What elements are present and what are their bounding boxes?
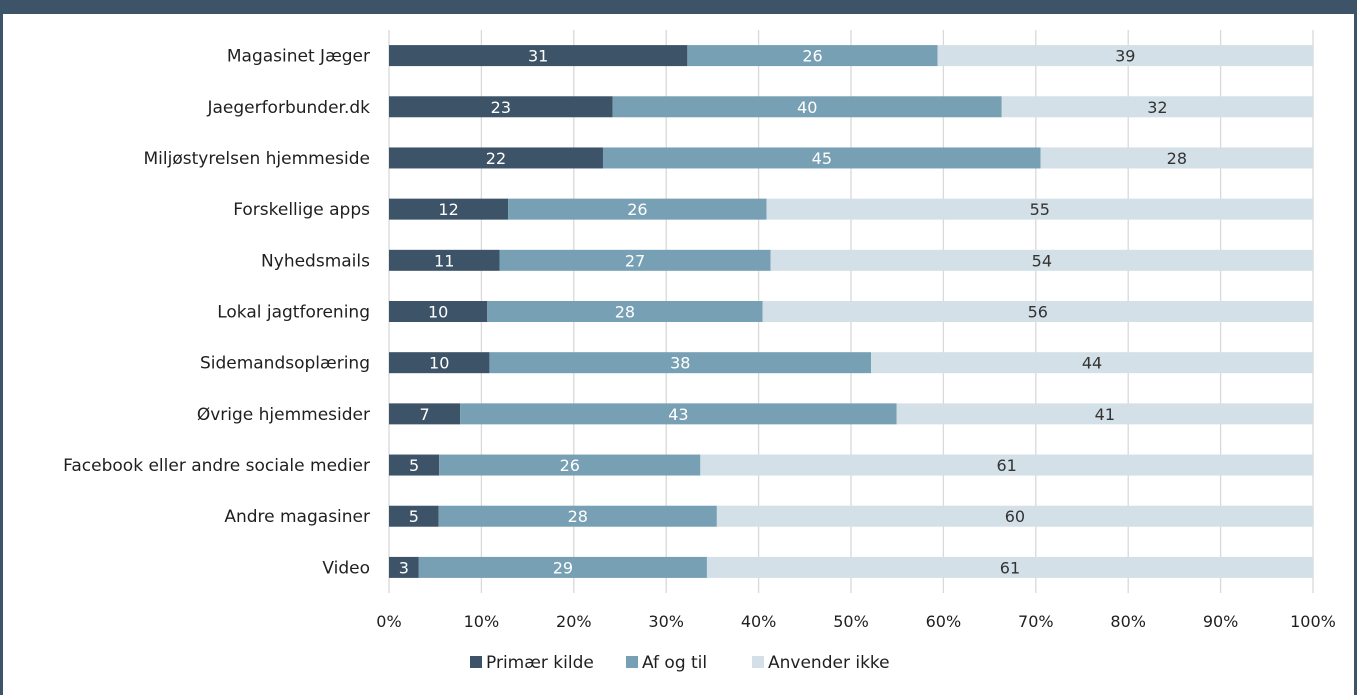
x-tick-label: 70% bbox=[1018, 612, 1054, 631]
data-label: 22 bbox=[486, 149, 506, 168]
data-label: 45 bbox=[812, 149, 832, 168]
category-label: Jaegerforbunder.dk bbox=[206, 98, 370, 118]
data-label: 10 bbox=[429, 354, 449, 373]
legend-label: Primær kilde bbox=[486, 653, 594, 673]
category-label: Sidemandsoplæring bbox=[200, 354, 370, 374]
bar-segment bbox=[762, 301, 1313, 322]
bar-segment bbox=[389, 301, 488, 322]
legend-swatch bbox=[470, 656, 482, 668]
data-label: 39 bbox=[1115, 47, 1135, 66]
bar-segment bbox=[389, 249, 500, 271]
bar-segment bbox=[1040, 147, 1313, 169]
data-label: 26 bbox=[627, 200, 647, 219]
data-label: 28 bbox=[568, 507, 588, 526]
bar-segment bbox=[389, 505, 439, 527]
data-label: 5 bbox=[409, 507, 419, 526]
data-label: 28 bbox=[1167, 149, 1187, 168]
bar-segment bbox=[460, 403, 897, 425]
x-tick-label: 80% bbox=[1110, 612, 1146, 631]
bar-segment bbox=[389, 556, 419, 578]
category-label: Forskellige apps bbox=[233, 200, 370, 220]
data-label: 56 bbox=[1028, 303, 1048, 322]
bar-segment bbox=[389, 352, 490, 374]
bar-segment bbox=[438, 505, 717, 527]
data-label: 5 bbox=[409, 456, 419, 475]
data-label: 3 bbox=[399, 558, 409, 577]
category-label: Andre magasiner bbox=[224, 507, 370, 527]
bar-segment bbox=[418, 556, 707, 578]
bar-segment bbox=[389, 403, 461, 425]
bar-segment bbox=[508, 198, 767, 220]
bar-segment bbox=[706, 556, 1313, 578]
data-label: 61 bbox=[1000, 558, 1020, 577]
bar-segment bbox=[389, 147, 603, 169]
bar-segment bbox=[716, 505, 1313, 527]
data-label: 40 bbox=[797, 98, 817, 117]
legend-swatch bbox=[752, 656, 764, 668]
bar-segment bbox=[770, 249, 1313, 271]
x-tick-label: 100% bbox=[1290, 612, 1336, 631]
bar-segment bbox=[389, 454, 440, 476]
x-tick-label: 10% bbox=[464, 612, 500, 631]
bar-segment bbox=[389, 198, 509, 220]
data-label: 41 bbox=[1095, 405, 1115, 424]
bar-segment bbox=[602, 147, 1041, 169]
x-tick-label: 40% bbox=[741, 612, 777, 631]
data-label: 43 bbox=[668, 405, 688, 424]
data-label: 7 bbox=[419, 405, 429, 424]
data-label: 26 bbox=[560, 456, 580, 475]
legend-label: Anvender ikke bbox=[768, 653, 890, 673]
data-label: 11 bbox=[434, 251, 454, 270]
x-tick-label: 90% bbox=[1203, 612, 1239, 631]
bar-segment bbox=[499, 249, 771, 271]
bar-segment bbox=[487, 301, 763, 322]
x-tick-label: 0% bbox=[376, 612, 401, 631]
data-label: 26 bbox=[802, 47, 822, 66]
bar-segment bbox=[766, 198, 1313, 220]
bar-segment bbox=[389, 96, 613, 118]
category-label: Lokal jagtforening bbox=[217, 303, 370, 323]
data-label: 61 bbox=[996, 456, 1016, 475]
bar-segment bbox=[439, 454, 701, 476]
data-label: 54 bbox=[1032, 251, 1052, 270]
category-label: Øvrige hjemmesider bbox=[197, 405, 370, 425]
bar-segment bbox=[871, 352, 1313, 374]
bar-segment bbox=[389, 45, 688, 67]
bar-segment bbox=[489, 352, 872, 374]
bar-segment bbox=[700, 454, 1313, 476]
bar-segment bbox=[896, 403, 1313, 425]
category-label: Miljøstyrelsen hjemmeside bbox=[144, 149, 370, 169]
x-tick-label: 20% bbox=[556, 612, 592, 631]
category-label: Nyhedsmails bbox=[261, 251, 370, 271]
data-label: 27 bbox=[625, 251, 645, 270]
bar-segment bbox=[687, 45, 938, 67]
data-label: 12 bbox=[438, 200, 458, 219]
data-label: 28 bbox=[615, 303, 635, 322]
x-tick-label: 50% bbox=[833, 612, 869, 631]
data-label: 55 bbox=[1030, 200, 1050, 219]
data-label: 60 bbox=[1005, 507, 1025, 526]
x-tick-label: 30% bbox=[648, 612, 684, 631]
bar-segment bbox=[937, 45, 1313, 67]
legend-swatch bbox=[626, 656, 638, 668]
data-label: 10 bbox=[428, 303, 448, 322]
data-label: 44 bbox=[1082, 354, 1102, 373]
category-label: Facebook eller andre sociale medier bbox=[63, 456, 370, 476]
data-label: 23 bbox=[491, 98, 511, 117]
data-label: 38 bbox=[670, 354, 690, 373]
bar-segment bbox=[1001, 96, 1313, 118]
legend-label: Af og til bbox=[642, 653, 707, 673]
bar-segment bbox=[612, 96, 1002, 118]
data-label: 29 bbox=[553, 558, 573, 577]
data-label: 31 bbox=[528, 47, 548, 66]
category-label: Video bbox=[322, 558, 370, 578]
data-label: 32 bbox=[1147, 98, 1167, 117]
category-label: Magasinet Jæger bbox=[227, 47, 370, 67]
x-tick-label: 60% bbox=[926, 612, 962, 631]
